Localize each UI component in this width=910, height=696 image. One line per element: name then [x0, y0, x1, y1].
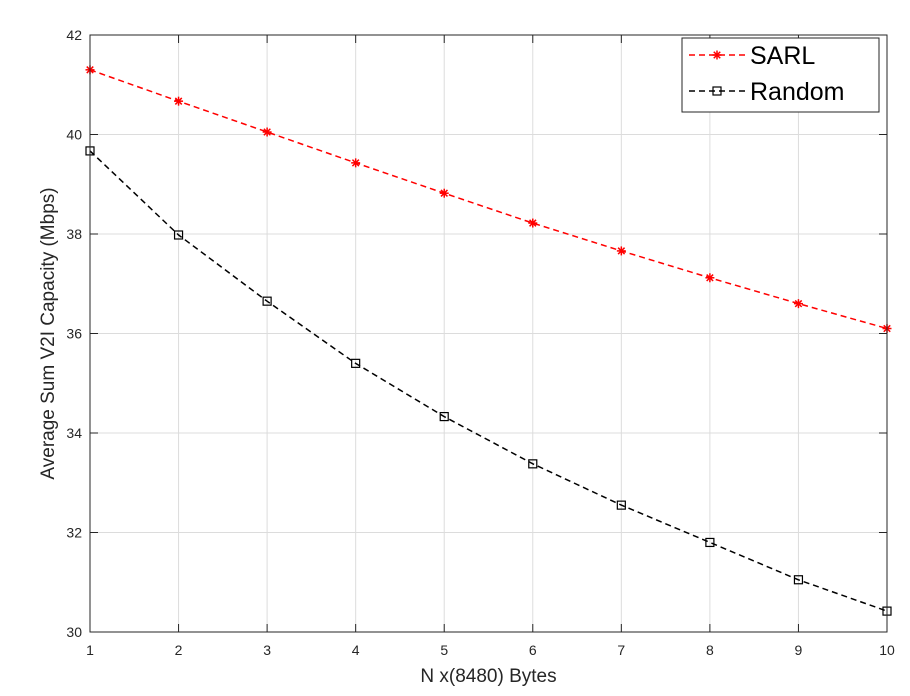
data-point-random	[528, 459, 538, 469]
marker-stroke	[174, 97, 183, 105]
data-point-sarl	[705, 273, 715, 283]
x-tick-label: 10	[879, 642, 895, 658]
series-line-random	[89, 150, 888, 612]
data-point-random	[705, 537, 715, 548]
data-point-sarl	[174, 96, 184, 106]
y-tick-label: 36	[66, 326, 82, 342]
y-tick-label: 34	[66, 425, 82, 441]
data-point-sarl	[793, 299, 803, 309]
x-tick-label: 6	[529, 642, 537, 658]
data-point-random	[616, 500, 626, 510]
x-axis-label: N x(8480) Bytes	[420, 666, 556, 687]
x-tick-label: 4	[352, 642, 360, 658]
x-tick-label: 3	[263, 642, 271, 658]
x-tick-label: 5	[440, 642, 448, 658]
y-tick-label: 32	[66, 525, 82, 541]
data-point-random	[793, 575, 804, 585]
marker-stroke	[713, 51, 721, 59]
legend-marker-sarl	[712, 50, 722, 60]
marker-stroke	[617, 247, 626, 255]
legend-marker-random	[712, 86, 722, 96]
data-point-random	[262, 296, 272, 306]
marker-stroke	[263, 128, 271, 136]
data-point-sarl	[262, 127, 272, 137]
data-point-random	[351, 358, 361, 368]
marker-stroke	[706, 274, 714, 282]
marker-stroke	[440, 189, 448, 197]
x-tick-label: 1	[86, 642, 94, 658]
y-tick-label: 40	[66, 127, 82, 143]
data-point-sarl	[528, 218, 538, 228]
data-point-random	[439, 411, 449, 422]
y-tick-label: 38	[66, 226, 82, 242]
x-tick-label: 9	[795, 642, 803, 658]
y-axis-label: Average Sum V2I Capacity (Mbps)	[38, 187, 59, 479]
x-tick-label: 8	[706, 642, 714, 658]
data-point-sarl	[351, 158, 361, 168]
marker-stroke	[351, 159, 360, 167]
legend-label-random: Random	[750, 78, 845, 106]
series-line-sarl	[89, 69, 888, 330]
data-point-sarl	[439, 188, 449, 198]
legend-box	[681, 37, 880, 113]
data-point-random	[173, 230, 184, 240]
data-point-sarl	[616, 246, 626, 256]
marker-stroke	[529, 219, 537, 227]
legend: SARL Random	[681, 37, 880, 113]
y-tick-label: 30	[66, 624, 82, 640]
x-tick-label: 2	[175, 642, 183, 658]
y-tick-label: 42	[66, 27, 82, 43]
marker-stroke	[794, 299, 803, 308]
legend-label-sarl: SARL	[750, 42, 815, 70]
x-tick-label: 7	[617, 642, 625, 658]
